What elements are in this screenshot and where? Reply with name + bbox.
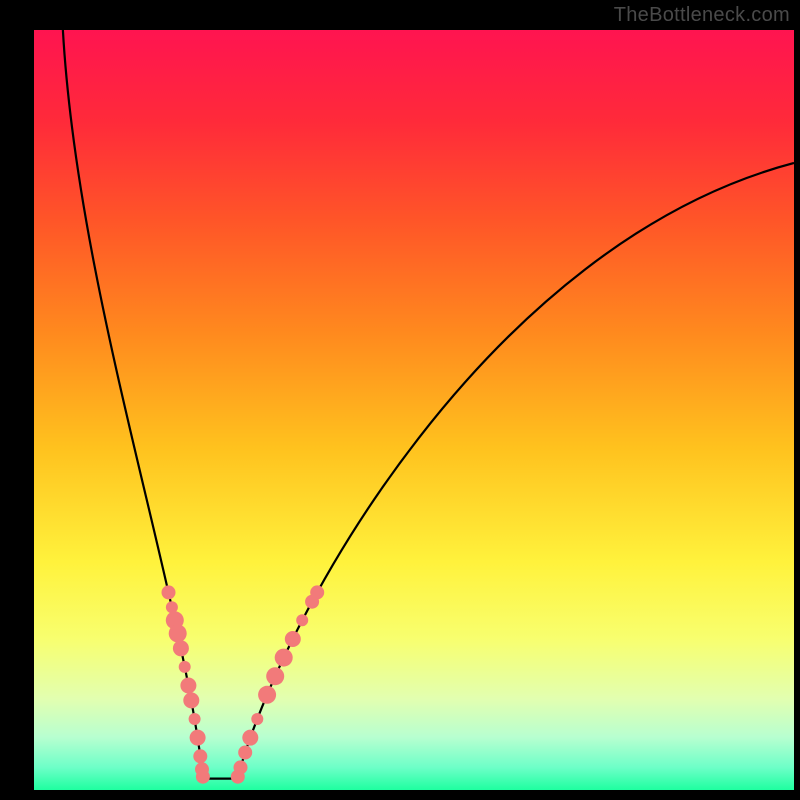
- marker-dot: [196, 770, 210, 784]
- marker-dot: [183, 692, 199, 708]
- marker-dot: [258, 686, 276, 704]
- marker-dot: [234, 760, 248, 774]
- marker-dot: [285, 631, 301, 647]
- marker-dot: [251, 713, 263, 725]
- watermark-text: TheBottleneck.com: [614, 4, 790, 27]
- marker-dot: [173, 640, 189, 656]
- curve-layer: [34, 30, 794, 790]
- markers-group: [162, 585, 325, 783]
- marker-dot: [310, 585, 324, 599]
- marker-dot: [180, 678, 196, 694]
- marker-dot: [162, 585, 176, 599]
- marker-dot: [242, 730, 258, 746]
- marker-dot: [193, 749, 207, 763]
- plot-region: [34, 30, 794, 790]
- marker-dot: [179, 661, 191, 673]
- marker-dot: [266, 667, 284, 685]
- marker-dot: [189, 713, 201, 725]
- marker-dot: [169, 624, 187, 642]
- marker-dot: [275, 649, 293, 667]
- marker-dot: [296, 614, 308, 626]
- v-curve: [63, 30, 794, 779]
- marker-dot: [190, 730, 206, 746]
- marker-dot: [238, 746, 252, 760]
